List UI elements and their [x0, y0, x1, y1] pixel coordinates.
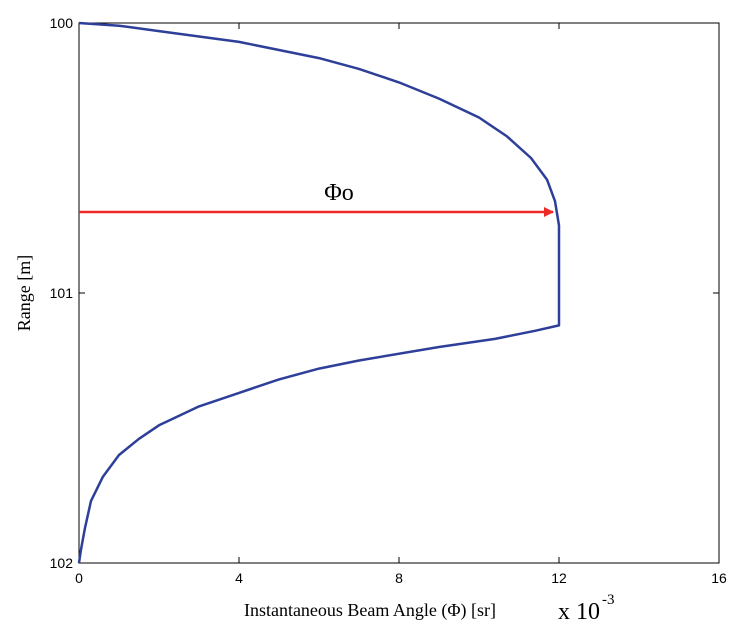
- x-tick-label: 4: [235, 570, 243, 586]
- y-axis-title: Range [m]: [14, 255, 34, 331]
- annotation-label: Φo: [324, 180, 354, 206]
- x-tick-label: 0: [75, 570, 83, 586]
- x-tick-label: 8: [395, 570, 403, 586]
- axis-tick-labels: 0 4 8 12 16 100 101 102: [50, 15, 727, 586]
- y-tick-label: 100: [50, 15, 74, 31]
- x-scale-exponent: -3: [602, 592, 615, 608]
- series-line: [77, 21, 561, 564]
- y-tick-label: 101: [50, 285, 74, 301]
- y-tick-label: 102: [50, 555, 74, 571]
- x-scale-factor: x 10: [558, 599, 600, 625]
- x-tick-label: 16: [711, 570, 727, 586]
- x-tick-label: 12: [551, 570, 567, 586]
- x-axis-title: Instantaneous Beam Angle (Φ) [sr]: [244, 600, 496, 621]
- plot-area: [78, 22, 720, 564]
